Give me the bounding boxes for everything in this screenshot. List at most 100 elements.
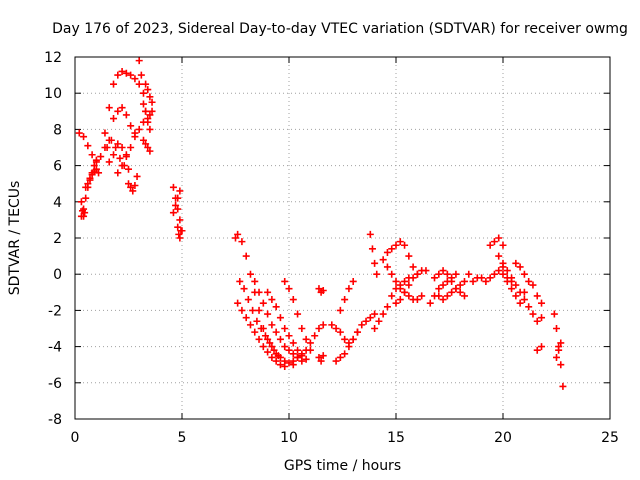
data-point (499, 259, 507, 267)
data-point (97, 153, 105, 161)
data-point (251, 328, 259, 336)
data-point (486, 274, 494, 282)
y-tick-label: 6 (53, 159, 62, 175)
data-point (373, 270, 381, 278)
data-point (246, 321, 254, 329)
data-point (456, 281, 464, 289)
data-point (368, 245, 376, 253)
data-point (538, 343, 546, 351)
data-point (341, 335, 349, 343)
data-point (289, 339, 297, 347)
data-point (516, 263, 524, 271)
data-point (349, 277, 357, 285)
data-point (478, 274, 486, 282)
data-point (268, 353, 276, 361)
data-point (131, 75, 139, 83)
data-point (169, 209, 177, 217)
data-point (439, 267, 447, 275)
data-point (146, 111, 154, 119)
data-point (169, 183, 177, 191)
data-point (405, 292, 413, 300)
data-point (315, 353, 323, 361)
data-point (512, 292, 520, 300)
data-point (388, 292, 396, 300)
data-point (135, 57, 143, 65)
data-point (366, 230, 374, 238)
data-point (133, 172, 141, 180)
data-point (114, 107, 122, 115)
data-point (264, 310, 272, 318)
x-axis-label: GPS time / hours (284, 458, 401, 474)
y-tick-label: 2 (53, 231, 62, 247)
data-point (315, 285, 323, 293)
data-point (401, 288, 409, 296)
data-point (512, 281, 520, 289)
data-point (105, 158, 113, 166)
data-point (174, 223, 182, 231)
data-point (336, 328, 344, 336)
data-point (84, 142, 92, 150)
data-point (388, 245, 396, 253)
data-point (281, 325, 289, 332)
data-point (88, 151, 96, 159)
data-point (82, 183, 90, 191)
data-point (396, 296, 404, 304)
data-point (557, 339, 565, 347)
data-point (392, 277, 400, 285)
data-point (232, 234, 239, 242)
y-tick-label: -8 (48, 412, 62, 428)
data-point (272, 357, 280, 365)
data-point (559, 382, 567, 390)
data-point (255, 288, 263, 296)
data-point (240, 285, 248, 293)
data-point (116, 154, 124, 162)
data-point (103, 144, 111, 151)
data-point (80, 133, 88, 141)
data-point (371, 259, 379, 267)
data-point (302, 335, 310, 343)
data-point (264, 335, 272, 343)
data-point (176, 234, 184, 242)
data-point (401, 241, 409, 249)
data-point (289, 296, 297, 304)
y-tick-label: 12 (44, 50, 62, 66)
data-point (460, 277, 468, 285)
data-point (276, 335, 284, 343)
y-tick-label: -2 (48, 303, 62, 319)
data-point (499, 241, 507, 249)
data-point (319, 286, 327, 294)
data-point (264, 288, 272, 296)
data-point (306, 339, 314, 347)
data-point (285, 285, 293, 293)
data-point (341, 350, 349, 358)
data-point (371, 325, 379, 332)
data-point (409, 274, 417, 282)
data-point (92, 158, 100, 166)
data-point (272, 303, 280, 311)
data-point (266, 339, 274, 347)
data-point (375, 317, 383, 325)
x-tick-label: 20 (494, 430, 512, 446)
data-point (257, 325, 265, 332)
data-point (246, 270, 254, 278)
data-point (520, 296, 528, 304)
data-point (302, 355, 310, 363)
data-point (255, 306, 263, 314)
data-point (490, 238, 498, 246)
data-point (172, 201, 180, 209)
data-point (443, 270, 451, 278)
data-point (274, 352, 282, 360)
data-point (285, 332, 293, 340)
data-point (383, 303, 391, 311)
data-point (281, 363, 289, 371)
data-point (110, 115, 118, 123)
data-point (146, 93, 154, 101)
data-point (125, 180, 132, 188)
data-point (86, 174, 94, 182)
data-point (177, 227, 185, 235)
y-tick-label: 10 (44, 86, 62, 102)
data-point (557, 361, 565, 369)
data-point (405, 281, 413, 289)
data-point (409, 263, 417, 271)
